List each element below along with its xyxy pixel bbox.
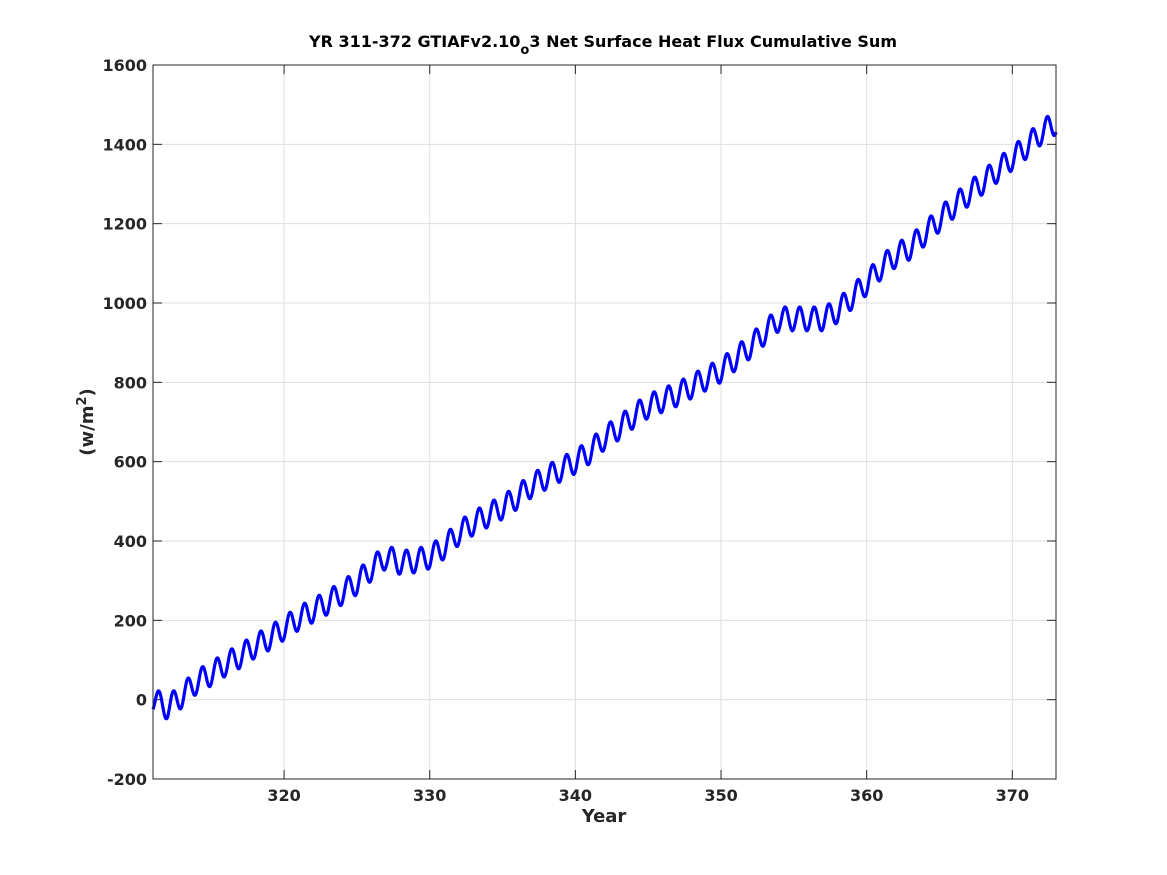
x-tick-label: 320 [267,786,300,805]
x-tick-label: 370 [996,786,1029,805]
axes-box [152,64,1057,780]
plot-area [151,64,1058,780]
chart-title-subscript: o [520,43,529,58]
y-tick-label: 0 [136,691,147,710]
y-axis-title-superscript: 2 [75,397,90,406]
x-tick-label: 360 [850,786,883,805]
y-tick-label: 1400 [102,135,147,154]
chart-title: YR 311-372 GTIAFv2.10o3 Net Surface Heat… [308,32,897,58]
y-axis-title: (w/m2) [75,388,98,455]
x-tick-label: 350 [704,786,737,805]
y-tick-label: 1200 [102,215,147,234]
axes-background [153,65,1056,779]
x-axis-title: Year [581,806,627,827]
chart-title-main: YR 311-372 GTIAFv2.10 [308,32,520,51]
y-tick-label: 800 [114,373,147,392]
series-line [151,114,1058,721]
y-tick-label: -200 [107,770,147,789]
y-tick-label: 1600 [102,56,147,75]
y-axis-title-close: ) [77,388,98,396]
chart-title-rest: 3 Net Surface Heat Flux Cumulative Sum [529,32,897,51]
y-tick-label: 200 [114,611,147,630]
grid-lines [153,64,1056,780]
y-tick-label: 400 [114,532,147,551]
x-tick-label: 330 [413,786,446,805]
y-axis-title-main: (w/m [77,406,98,456]
y-tick-labels: -200 0 200 400 600 800 1000 1200 1400 1600 [102,56,147,789]
x-tick-labels: 320 330 340 350 360 370 [267,786,1029,805]
x-tick-label: 340 [559,786,592,805]
y-tick-label: 1000 [102,294,147,313]
y-tick-label: 600 [114,453,147,472]
